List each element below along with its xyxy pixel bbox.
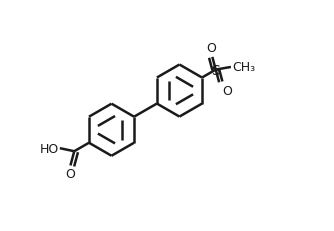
Text: O: O [222, 85, 232, 98]
Text: CH₃: CH₃ [232, 61, 255, 74]
Text: S: S [211, 63, 220, 77]
Text: O: O [206, 42, 216, 55]
Text: HO: HO [39, 142, 59, 155]
Text: O: O [65, 167, 75, 180]
